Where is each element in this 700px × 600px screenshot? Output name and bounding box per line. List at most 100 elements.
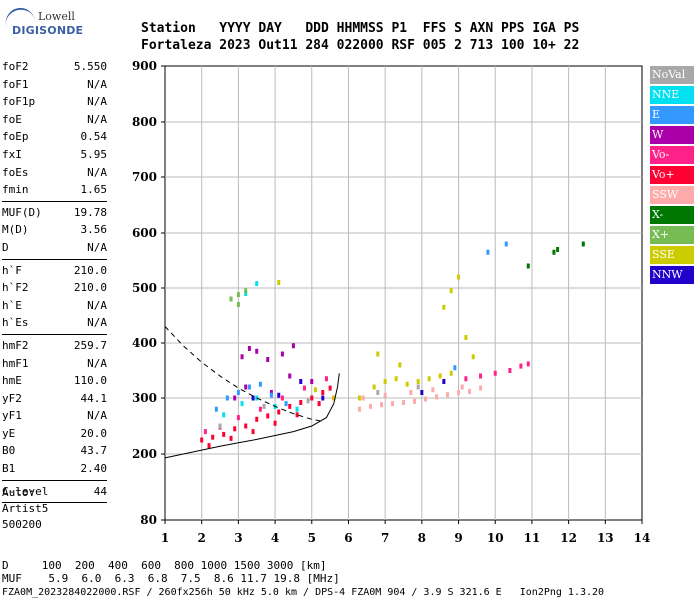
param-divider [2, 258, 107, 260]
echo-point-w [288, 373, 292, 379]
param-value: 19.78 [73, 205, 107, 219]
x-tick-label: 1 [161, 531, 169, 545]
echo-point-w [233, 395, 237, 401]
echo-point-vo- [302, 385, 306, 391]
echo-point-x- [236, 302, 240, 307]
param-row: foEp 0.54 [2, 128, 107, 146]
echo-point-noval [218, 423, 222, 429]
x-tick-label: 9 [454, 531, 462, 545]
param-name: foF2 [2, 60, 29, 73]
echo-point-vo- [244, 423, 248, 429]
legend-item-vo-: Vo- [650, 146, 694, 164]
echo-point-sse [376, 351, 380, 357]
echo-point-nnw [299, 379, 303, 384]
echo-point-sse [427, 376, 431, 382]
echo-point-vo- [519, 363, 523, 369]
echo-point-sse [449, 288, 453, 294]
echo-point-vo- [310, 395, 314, 401]
param-row: foEs N/A [2, 164, 107, 182]
param-name: fxI [2, 147, 22, 161]
param-group-5: C-level 44 [2, 483, 107, 501]
param-name: MUF(D) [2, 205, 42, 219]
param-value: 210.0 [73, 263, 107, 277]
param-value: N/A [87, 409, 107, 423]
param-row: foF1p N/A [2, 93, 107, 111]
param-name: hmF1 [2, 356, 29, 370]
echo-point-w [291, 343, 295, 349]
echo-point-x- [581, 241, 585, 247]
echo-point-e [225, 395, 229, 401]
echo-point-ssw [413, 398, 417, 404]
legend-item-x-: X+ [650, 226, 694, 244]
echo-point-nne [255, 281, 259, 287]
echo-point-ssw [460, 384, 464, 390]
echo-point-ssw [435, 394, 439, 400]
echo-point-noval [262, 403, 266, 409]
echo-point-vo- [479, 373, 483, 379]
legend-item-ssw: SSW [650, 186, 694, 204]
echo-point-ssw [468, 388, 472, 394]
x-tick-label: 14 [634, 531, 651, 545]
echo-point-sse [357, 395, 361, 401]
echo-point-sse [277, 280, 281, 285]
echo-point-vo- [229, 435, 233, 441]
echo-point-sse [442, 304, 446, 310]
echo-point-vo- [222, 431, 226, 437]
echo-point-x- [552, 249, 556, 255]
echo-point-w [269, 390, 273, 395]
echo-point-vo- [273, 420, 277, 426]
x-tick-label: 2 [198, 531, 206, 545]
scaled-parameters-panel: foF2 5.550 foF1 N/A foF1p N/A foE N/A foEp 0.… [2, 58, 107, 505]
echo-point-e [247, 384, 251, 390]
param-name: M(D) [2, 223, 29, 237]
echo-point-ssw [446, 392, 450, 398]
param-name: foF1p [2, 95, 36, 109]
param-value: N/A [87, 240, 107, 254]
echo-point-sse [438, 373, 442, 379]
echo-point-sse [372, 384, 376, 390]
echo-point-nne [240, 401, 244, 407]
param-value: 1.65 [80, 183, 108, 197]
param-row: h`Es N/A [2, 314, 107, 332]
legend-item-w: W [650, 126, 694, 144]
y-tick-label: 400 [132, 336, 157, 350]
echo-point-x- [526, 263, 530, 269]
echo-point-w [255, 348, 259, 354]
echo-point-sse [405, 381, 409, 387]
param-value: 2.40 [80, 462, 108, 476]
echo-point-ssw [361, 395, 365, 401]
param-row: B0 43.7 [2, 442, 107, 460]
param-group-2: MUF(D) 19.78 M(D) 3.56 D N/A [2, 204, 107, 257]
echo-point-x- [244, 288, 248, 294]
y-tick-label: 200 [132, 447, 157, 461]
param-row: h`F 210.0 [2, 262, 107, 280]
param-divider [2, 502, 107, 504]
echo-point-e [258, 381, 262, 387]
logo-text-lowell: Lowell [38, 10, 75, 23]
echo-point-nnw [420, 390, 424, 395]
echo-point-sse [332, 395, 336, 401]
param-name: C-level [2, 484, 49, 498]
legend-item-nne: NNE [650, 86, 694, 104]
echo-point-ssw [431, 387, 435, 393]
echo-point-vo- [255, 416, 259, 422]
echo-point-vo- [251, 429, 255, 435]
legend-item-sse: SSE [650, 246, 694, 264]
param-value: 259.7 [73, 338, 107, 352]
param-row: foF2 5.550 [2, 58, 107, 76]
legend-item-x-: X- [650, 206, 694, 224]
echo-point-w [266, 357, 270, 362]
echo-point-vo- [328, 385, 332, 391]
echo-point-nne [295, 406, 299, 412]
legend-item-vo-: Vo+ [650, 166, 694, 184]
y-tick-label: 800 [132, 115, 157, 129]
echo-point-vo- [493, 370, 497, 376]
echo-point-w [247, 346, 251, 351]
param-name: foEs [2, 165, 29, 179]
echo-point-vo- [280, 395, 284, 401]
param-name: fmin [2, 183, 29, 197]
y-tick-label: 700 [132, 170, 157, 184]
echo-point-sse [471, 354, 475, 360]
echo-point-vo- [200, 437, 204, 443]
param-value: N/A [87, 298, 107, 312]
